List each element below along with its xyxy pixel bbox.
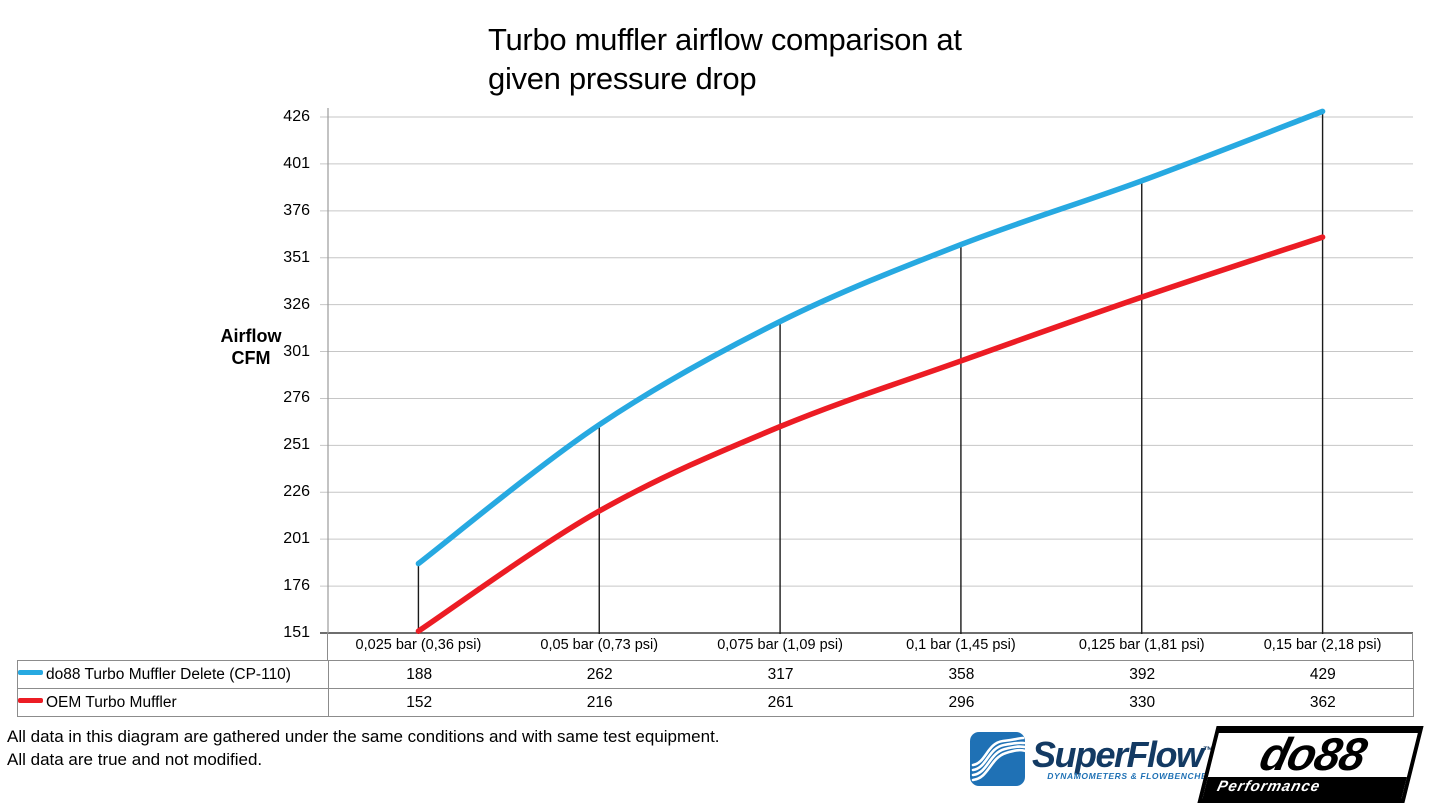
data-table-row: do88 Turbo Muffler Delete (CP-110) 188 262… [17, 660, 1414, 689]
chart-title: Turbo muffler airflow comparison at given… [488, 20, 962, 98]
y-tick-label: 326 [283, 295, 310, 313]
series-name: do88 Turbo Muffler Delete (CP-110) [46, 665, 291, 683]
superflow-name: SuperFlow [1032, 734, 1204, 775]
y-tick-label: 401 [283, 154, 310, 172]
y-tick-label: 251 [283, 436, 310, 454]
y-tick-label: 226 [283, 483, 310, 501]
y-tick-label: 201 [283, 530, 310, 548]
value-cell: 392 [1051, 660, 1233, 689]
superflow-wordmark: SuperFlow™ [1032, 732, 1214, 774]
legend-cell: OEM Turbo Muffler [17, 688, 329, 717]
y-tick-label: 276 [283, 389, 310, 407]
value-cell: 429 [1232, 660, 1414, 689]
series-name: OEM Turbo Muffler [46, 693, 177, 711]
legend-line-swatch [18, 670, 43, 675]
value-cell: 358 [870, 660, 1052, 689]
chart-title-line2: given pressure drop [488, 61, 757, 96]
y-axis-title-line2: CFM [231, 348, 271, 368]
do88-logo: do88 Performance [1197, 726, 1424, 803]
x-tick-label: 0,125 bar (1,81 psi) [1078, 637, 1205, 653]
superflow-wordmark-block: SuperFlow™ DYNAMOMETERS & FLOWBENCHES [1032, 732, 1214, 782]
y-tick-label: 351 [283, 248, 310, 266]
x-tick-label: 0,15 bar (2,18 psi) [1263, 637, 1382, 653]
value-cell: 362 [1232, 688, 1414, 717]
x-tick-label: 0,1 bar (1,45 psi) [906, 637, 1016, 653]
legend-cell: do88 Turbo Muffler Delete (CP-110) [17, 660, 329, 689]
data-table: do88 Turbo Muffler Delete (CP-110) 188 262… [17, 660, 1414, 717]
y-tick-label: 301 [283, 342, 310, 360]
footer-note-line1: All data in this diagram are gathered un… [7, 727, 720, 746]
footer-note: All data in this diagram are gathered un… [7, 726, 720, 771]
y-tick-label: 426 [283, 108, 310, 125]
do88-performance-bar: Performance [1202, 777, 1407, 799]
data-table-row: OEM Turbo Muffler 152 216 261 296 330 362 [17, 688, 1414, 717]
value-cell: 188 [328, 660, 510, 689]
chart-title-line1: Turbo muffler airflow comparison at [488, 22, 962, 57]
superflow-tagline: DYNAMOMETERS & FLOWBENCHES [1047, 771, 1214, 781]
value-cell: 296 [870, 688, 1052, 717]
y-tick-label: 376 [283, 201, 310, 219]
value-cell: 262 [509, 660, 691, 689]
x-tick-label: 0,075 bar (1,09 psi) [717, 637, 843, 653]
data-table-wrap: do88 Turbo Muffler Delete (CP-110) 188 262… [17, 660, 1414, 717]
y-tick-label: 151 [283, 624, 310, 641]
value-cell: 152 [328, 688, 510, 717]
value-cell: 317 [690, 660, 871, 689]
legend-line-swatch [18, 698, 43, 703]
y-axis-title-line1: Airflow [220, 326, 282, 346]
x-axis-label-band [327, 633, 1413, 660]
value-cell: 261 [690, 688, 871, 717]
superflow-wave-icon [970, 732, 1028, 786]
x-tick-label: 0,025 bar (0,36 psi) [355, 637, 482, 653]
y-tick-label: 176 [283, 577, 310, 595]
value-cell: 330 [1051, 688, 1233, 717]
superflow-tm: ™ [1202, 745, 1214, 757]
superflow-logo: SuperFlow™ DYNAMOMETERS & FLOWBENCHES [970, 732, 1214, 786]
y-axis-title: Airflow CFM [213, 325, 289, 369]
value-cell: 216 [509, 688, 691, 717]
footer-note-line2: All data are true and not modified. [7, 749, 263, 769]
x-tick-label: 0,05 bar (0,73 psi) [540, 637, 659, 653]
do88-wordmark: do88 [1254, 728, 1372, 780]
